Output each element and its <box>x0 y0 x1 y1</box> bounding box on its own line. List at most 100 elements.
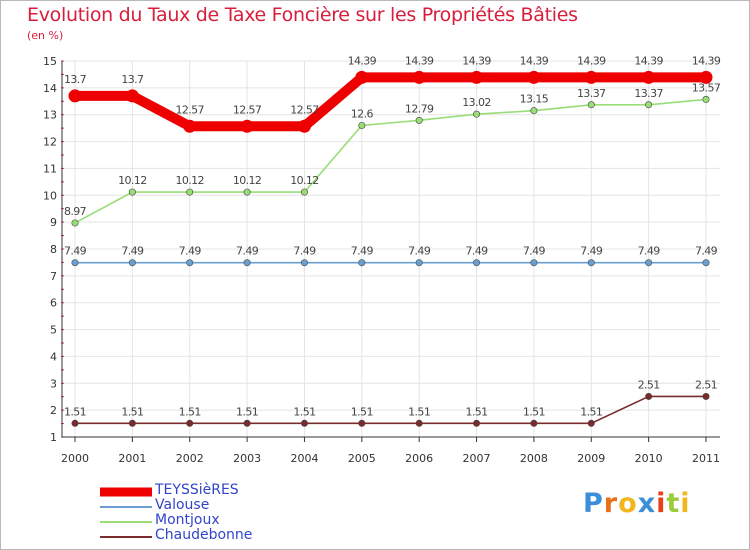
data-point-montjoux <box>71 219 79 227</box>
data-point-montjoux <box>473 110 481 118</box>
data-label-valouse: 7.49 <box>638 245 661 258</box>
data-label-chaudebonne: 2.51 <box>695 378 717 391</box>
x-tick-label: 2000 <box>61 452 89 465</box>
x-tick-label: 2005 <box>348 452 376 465</box>
x-tick-label: 2010 <box>635 452 663 465</box>
data-label-chaudebonne: 1.51 <box>351 405 373 418</box>
data-label-chaudebonne: 1.51 <box>293 405 315 418</box>
data-point-teyssires <box>183 119 197 133</box>
data-label-teyssires: 12.57 <box>175 103 204 116</box>
data-label-valouse: 7.49 <box>351 245 374 258</box>
data-point-montjoux <box>300 188 308 196</box>
data-label-valouse: 7.49 <box>465 245 488 258</box>
y-tick-label: 6 <box>50 297 57 310</box>
legend-label-valouse: Valouse <box>155 497 210 513</box>
y-tick-label: 9 <box>50 216 57 229</box>
data-label-teyssires: 14.39 <box>405 54 434 67</box>
data-label-teyssires: 14.39 <box>348 54 377 67</box>
data-label-teyssires: 14.39 <box>692 54 721 67</box>
data-label-chaudebonne: 1.51 <box>580 405 602 418</box>
data-point-montjoux <box>587 101 595 109</box>
data-label-montjoux: 13.37 <box>634 87 663 100</box>
data-point-valouse <box>645 259 653 267</box>
data-label-teyssires: 14.39 <box>577 54 606 67</box>
data-point-chaudebonne <box>587 419 595 427</box>
data-point-valouse <box>587 259 595 267</box>
data-point-teyssires <box>125 89 139 103</box>
legend-label-chaudebonne: Chaudebonne <box>155 527 253 543</box>
series-line-chaudebonne <box>74 395 707 425</box>
data-label-chaudebonne: 1.51 <box>179 405 201 418</box>
y-tick-label: 11 <box>43 162 57 175</box>
y-tick-label: 1 <box>50 431 57 444</box>
data-label-montjoux: 13.37 <box>577 87 606 100</box>
logo-letter: x <box>637 488 657 519</box>
data-label-montjoux: 10.12 <box>175 174 204 187</box>
x-tick-label: 2003 <box>233 452 261 465</box>
y-tick-label: 14 <box>43 82 57 95</box>
data-point-valouse <box>300 259 308 267</box>
data-point-valouse <box>71 259 79 267</box>
data-point-chaudebonne <box>358 419 366 427</box>
logo-letter: t <box>666 488 681 519</box>
data-label-chaudebonne: 1.51 <box>408 405 430 418</box>
data-label-chaudebonne: 2.51 <box>638 378 660 391</box>
y-tick-label: 8 <box>50 243 57 256</box>
series-line-montjoux <box>74 98 707 224</box>
data-point-teyssires <box>355 70 369 84</box>
data-point-teyssires <box>584 70 598 84</box>
data-point-montjoux <box>530 107 538 115</box>
legend-label-teyssieres: TEYSSièRES <box>155 482 239 498</box>
legend-label-montjoux: Montjoux <box>155 512 220 528</box>
data-label-teyssires: 12.57 <box>233 103 262 116</box>
data-label-teyssires: 13.7 <box>121 73 144 86</box>
data-point-teyssires <box>642 70 656 84</box>
x-tick-label: 2006 <box>405 452 433 465</box>
data-label-chaudebonne: 1.51 <box>121 405 143 418</box>
x-tick-label: 2009 <box>577 452 605 465</box>
data-point-chaudebonne <box>645 392 653 400</box>
data-point-montjoux <box>186 188 194 196</box>
data-point-montjoux <box>702 95 710 103</box>
data-point-teyssires <box>240 119 254 133</box>
chart-subtitle: (en %) <box>27 29 64 42</box>
data-point-valouse <box>128 259 136 267</box>
data-point-montjoux <box>645 101 653 109</box>
data-label-chaudebonne: 1.51 <box>465 405 487 418</box>
data-point-chaudebonne <box>415 419 423 427</box>
data-point-montjoux <box>358 121 366 129</box>
proxiti-logo: Proxiti <box>583 488 691 519</box>
data-label-valouse: 7.49 <box>179 245 202 258</box>
data-label-montjoux: 8.97 <box>64 205 87 218</box>
data-label-teyssires: 14.39 <box>520 54 549 67</box>
data-label-valouse: 7.49 <box>64 245 87 258</box>
legend-item-valouse: Valouse <box>100 497 360 514</box>
data-label-valouse: 7.49 <box>121 245 144 258</box>
x-tick-label: 2007 <box>463 452 491 465</box>
data-point-chaudebonne <box>300 419 308 427</box>
y-tick-label: 4 <box>50 350 57 363</box>
data-label-chaudebonne: 1.51 <box>523 405 545 418</box>
data-point-chaudebonne <box>473 419 481 427</box>
data-point-teyssires <box>68 89 82 103</box>
logo-letter: r <box>603 488 619 519</box>
y-tick-label: 7 <box>50 270 57 283</box>
y-tick-label: 3 <box>50 377 57 390</box>
data-label-montjoux: 10.12 <box>118 174 147 187</box>
data-point-chaudebonne <box>702 392 710 400</box>
legend-item-chaudebonne: Chaudebonne <box>100 527 360 544</box>
y-tick-label: 2 <box>50 404 57 417</box>
data-point-valouse <box>702 259 710 267</box>
legend-swatch-chaudebonne <box>100 535 152 538</box>
logo-letter: P <box>583 488 604 519</box>
data-point-teyssires <box>412 70 426 84</box>
legend-swatch-montjoux <box>100 520 152 523</box>
legend: TEYSSièRES Valouse Montjoux Chaudebonne <box>100 482 360 544</box>
chart-title: Evolution du Taux de Taxe Foncière sur l… <box>27 4 578 26</box>
data-label-teyssires: 13.7 <box>64 73 87 86</box>
x-tick-label: 2008 <box>520 452 548 465</box>
x-tick-label: 2011 <box>692 452 720 465</box>
data-point-valouse <box>415 259 423 267</box>
legend-item-teyssieres: TEYSSièRES <box>100 482 360 499</box>
data-label-valouse: 7.49 <box>408 245 431 258</box>
